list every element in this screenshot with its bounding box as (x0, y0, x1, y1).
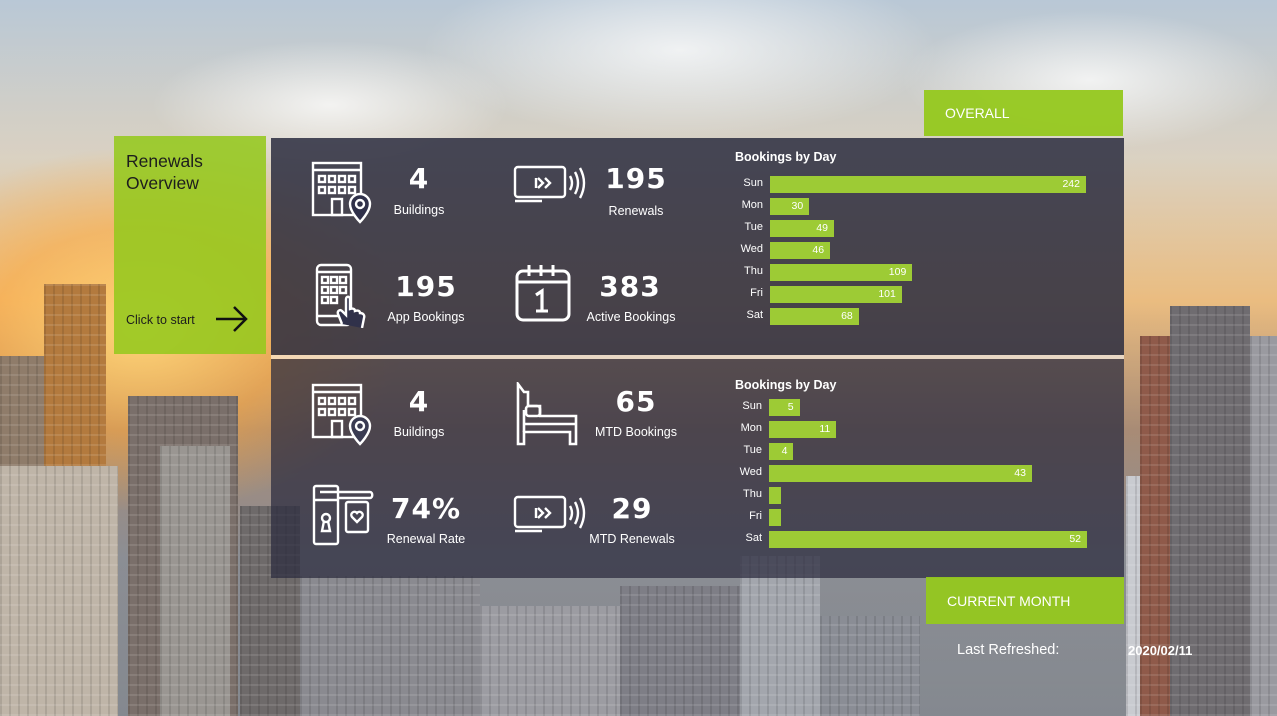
chart-data-label: 4 (781, 445, 788, 457)
chart-bar[interactable]: 101 (770, 286, 902, 303)
kpi-label: MTD Bookings (595, 425, 677, 439)
chart-bar[interactable]: 242 (770, 176, 1086, 193)
mobile-app-icon (315, 263, 366, 328)
kpi-label: App Bookings (387, 310, 465, 324)
chart-row: Sun 242 (735, 176, 1091, 193)
calendar-icon (515, 265, 571, 322)
chart-bar[interactable]: 109 (770, 264, 913, 281)
chart-row: Fri 101 (735, 286, 1091, 303)
chart-row: Fri (734, 509, 1092, 526)
last-refreshed-label: Last Refreshed: (957, 642, 1060, 658)
chart-row: Thu (734, 487, 1092, 504)
chart-row: Mon 11 (734, 421, 1092, 438)
chart-bar[interactable]: 30 (770, 198, 810, 215)
chart-bar[interactable] (769, 487, 782, 504)
chart-category-label: Thu (743, 488, 762, 500)
chart-category-label: Sat (746, 309, 763, 321)
kpi-label: Buildings (393, 203, 445, 217)
chart-category-label: Sat (745, 532, 762, 544)
kpi-value: 74% (390, 492, 462, 525)
chart-data-label: 46 (812, 244, 825, 256)
chart-data-label: 43 (1014, 467, 1026, 479)
chart-bar[interactable]: 46 (770, 242, 831, 259)
chart-category-label: Fri (750, 287, 763, 299)
chart-category-label: Thu (744, 265, 763, 277)
kpi-value: 195 (395, 270, 457, 303)
last-refreshed-value: 2020/02/11 (1128, 643, 1193, 658)
chart-row: Sat 52 (734, 531, 1092, 548)
chart-bar[interactable] (769, 509, 782, 526)
kpi-label: Renewals (608, 204, 664, 218)
chart-row: Thu 109 (735, 264, 1091, 281)
page-title: Renewals Overview (126, 151, 203, 193)
chart-bar[interactable]: 4 (769, 443, 794, 460)
chart-category-label: Sun (743, 177, 763, 189)
chart-bar[interactable]: 49 (770, 220, 834, 237)
card-tap-icon (513, 495, 586, 533)
chart-title-overall: Bookings by Day (735, 150, 837, 164)
chart-category-label: Mon (741, 199, 763, 211)
overall-panel (271, 138, 1124, 355)
chart-row: Sun 5 (734, 399, 1092, 416)
kpi-value: 4 (408, 162, 430, 195)
chart-category-label: Wed (739, 466, 762, 478)
chart-category-label: Tue (744, 221, 763, 233)
kpi-value: 195 (605, 162, 667, 195)
current-month-tag: CURRENT MONTH (926, 577, 1124, 624)
bookings-by-day-chart-overall[interactable]: Sun 242 Mon 30 Tue 49 Wed 46 Thu 109 Fri 101 Sat 68 (735, 176, 1115, 330)
chart-data-label: 101 (878, 288, 896, 300)
chart-category-label: Mon (740, 422, 762, 434)
building-location-icon (311, 383, 372, 446)
chart-category-label: Wed (740, 243, 763, 255)
kpi-value: 29 (611, 492, 653, 525)
kpi-label: MTD Renewals (589, 532, 675, 546)
chart-bar[interactable]: 5 (769, 399, 800, 416)
bed-icon (516, 382, 578, 446)
chart-data-label: 109 (888, 266, 907, 278)
chart-bar[interactable]: 11 (769, 421, 837, 438)
chart-row: Tue 49 (735, 220, 1091, 237)
bookings-by-day-chart-month[interactable]: Sun 5 Mon 11 Tue 4 Wed 43 Thu Fri Sat 52 (734, 399, 1114, 553)
kpi-value: 383 (599, 270, 661, 303)
chart-category-label: Tue (743, 444, 762, 456)
click-to-start-label[interactable]: Click to start (126, 313, 195, 327)
chart-category-label: Sun (742, 400, 762, 412)
door-lock-icon (312, 484, 374, 546)
chart-bar[interactable]: 52 (769, 531, 1087, 548)
chart-data-label: 242 (1062, 178, 1080, 190)
overall-tag: OVERALL (924, 90, 1123, 136)
arrow-right-icon[interactable] (214, 304, 250, 334)
chart-title-month: Bookings by Day (735, 378, 837, 392)
chart-row: Sat 68 (735, 308, 1091, 325)
chart-data-label: 68 (841, 310, 853, 322)
chart-data-label: 30 (791, 200, 804, 212)
panel-divider (271, 355, 1124, 359)
chart-row: Wed 43 (734, 465, 1092, 482)
kpi-value: 65 (615, 385, 657, 418)
chart-data-label: 11 (819, 423, 831, 435)
card-tap-icon (513, 165, 586, 203)
kpi-label: Active Bookings (586, 310, 676, 324)
chart-row: Wed 46 (735, 242, 1091, 259)
kpi-value: 4 (408, 385, 430, 418)
chart-bar[interactable]: 43 (769, 465, 1032, 482)
start-card[interactable]: Renewals Overview Click to start (114, 136, 266, 354)
kpi-label: Buildings (393, 425, 445, 439)
building-location-icon (311, 161, 372, 224)
chart-data-label: 5 (787, 401, 794, 413)
kpi-label: Renewal Rate (386, 532, 466, 546)
chart-data-label: 49 (816, 222, 828, 234)
chart-category-label: Fri (749, 510, 762, 522)
chart-row: Tue 4 (734, 443, 1092, 460)
chart-bar[interactable]: 68 (770, 308, 859, 325)
chart-row: Mon 30 (735, 198, 1091, 215)
chart-data-label: 52 (1069, 533, 1081, 545)
